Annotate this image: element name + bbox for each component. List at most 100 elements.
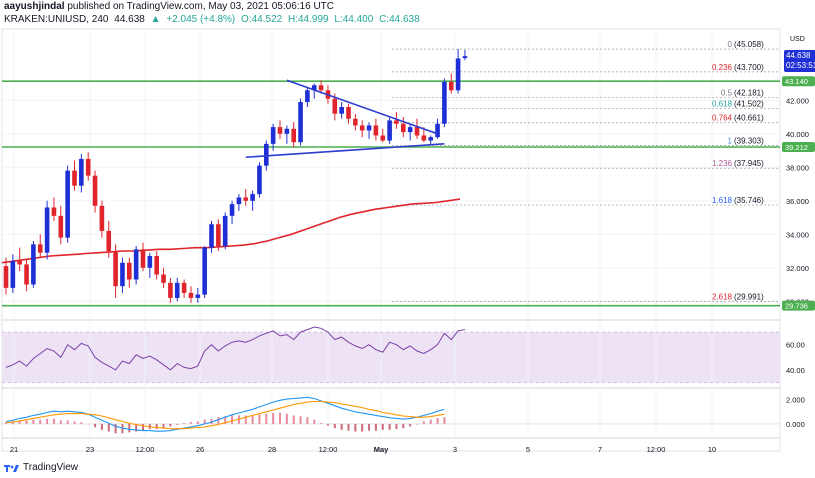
candle-body	[394, 120, 399, 124]
fib-ratio-label: 0.764	[712, 114, 733, 123]
price-tick-label: 32.000	[786, 264, 809, 273]
macd-histogram-bar	[80, 422, 83, 424]
candle-body	[106, 230, 112, 252]
macd-histogram-bar	[285, 413, 288, 424]
candle-body	[353, 118, 358, 126]
candle-body	[298, 102, 303, 143]
rsi-band	[2, 332, 780, 383]
candle-body	[359, 125, 365, 131]
candle-body	[216, 224, 221, 246]
candle-body	[421, 135, 427, 141]
macd-histogram-bar	[292, 415, 295, 424]
price-tick-label: 36.000	[786, 197, 809, 206]
macd-histogram-bar	[354, 423, 357, 432]
fib-price-label: (29.991)	[734, 292, 764, 301]
candle-body	[37, 244, 43, 253]
macd-histogram-bar	[388, 423, 391, 430]
macd-histogram-bar	[87, 423, 90, 425]
macd-tick-label: 2.000	[786, 396, 805, 405]
candle-body	[332, 98, 338, 114]
fib-price-label: (45.058)	[734, 40, 764, 49]
macd-histogram-bar	[422, 421, 425, 424]
macd-histogram-bar	[183, 423, 186, 424]
candle-body	[264, 143, 269, 166]
fib-price-label: (43.700)	[734, 63, 764, 72]
macd-histogram-bar	[73, 421, 76, 424]
candle-body	[17, 261, 22, 265]
author-name[interactable]: aayushjindal	[4, 1, 65, 12]
macd-histogram-bar	[224, 416, 227, 424]
candle-body	[140, 249, 146, 268]
macd-histogram-bar	[402, 423, 405, 429]
candle-body	[92, 175, 98, 206]
candle-body	[387, 120, 392, 141]
macd-histogram-bar	[196, 421, 199, 424]
candle-body	[448, 81, 454, 91]
macd-histogram-bar	[32, 419, 35, 424]
time-tick-label: 28	[268, 445, 276, 454]
tradingview-logo-icon[interactable]	[4, 463, 20, 473]
time-tick-label: 12:00	[319, 445, 338, 454]
time-tick-label: 12:00	[647, 445, 666, 454]
macd-histogram-bar	[94, 423, 97, 428]
candle-body	[3, 266, 9, 288]
fib-price-label: (40.661)	[734, 114, 764, 123]
macd-histogram-bar	[176, 423, 179, 425]
last-price-tag-value: 44.638	[786, 51, 811, 61]
price-change: +2.045 (+4.8%)	[166, 14, 236, 25]
fib-ratio-label: 0.5	[721, 88, 733, 97]
macd-line	[5, 396, 445, 432]
candle-body	[407, 127, 413, 133]
time-axis[interactable]: 21 23 12:00 26 28 12:00 May 3 5 7 12:00 10	[10, 445, 716, 454]
time-tick-label: 3	[453, 445, 457, 454]
candle-body	[79, 158, 84, 186]
candle-body	[10, 261, 16, 288]
candle-body	[373, 125, 379, 136]
fib-ratio-label: 0	[728, 40, 733, 49]
candle-body	[305, 90, 310, 102]
candle-body	[428, 137, 433, 141]
price-tick-label: 40.000	[786, 130, 809, 139]
time-tick-label: 5	[526, 445, 530, 454]
macd-histogram-bar	[416, 423, 418, 425]
last-price: 44.638	[114, 14, 145, 25]
candle-body	[284, 128, 290, 134]
fib-price-label: (41.502)	[734, 100, 764, 109]
candle-body	[120, 262, 125, 287]
candle-body	[401, 123, 406, 133]
time-tick-label: 21	[10, 445, 18, 454]
candle-body	[181, 282, 187, 293]
fib-ratio-label: 1.618	[712, 196, 733, 205]
level-tag-resistance	[782, 76, 815, 87]
macd-histogram-bar	[217, 417, 220, 424]
footer-brand[interactable]: TradingView	[23, 462, 79, 473]
candle-body	[188, 292, 194, 298]
chart-header: aayushjindal published on TradingView.co…	[0, 0, 815, 28]
macd-histogram-bar	[5, 422, 7, 424]
candle-body	[339, 107, 344, 114]
candle-body	[51, 207, 57, 216]
candle-body	[99, 205, 105, 231]
symbol-name[interactable]: KRAKEN:UNIUSD, 240	[4, 14, 109, 25]
price-axis[interactable]: 30.00032.00034.00036.00038.00040.00042.0…	[782, 76, 815, 429]
fibonacci-levels: 0 (45.058) 0.236 (43.700) 0.5 (42.181)0.618 (4…	[392, 40, 780, 302]
candle-body	[133, 249, 139, 280]
candle-body	[147, 256, 153, 268]
macd-histogram-bar	[25, 420, 28, 424]
macd-histogram-bar	[18, 420, 21, 424]
macd-histogram-bar	[244, 415, 247, 424]
macd-histogram-bar	[299, 416, 302, 424]
macd-histogram-bar	[142, 423, 144, 431]
rsi-layer	[2, 326, 780, 383]
sma-100-line	[1, 198, 461, 264]
candle-body	[442, 81, 447, 124]
footer: TradingView	[4, 462, 78, 473]
candle-body	[318, 85, 324, 91]
macd-histogram-bar	[114, 423, 117, 434]
macd-histogram-bar	[135, 423, 138, 432]
macd-histogram-bar	[306, 417, 309, 424]
macd-histogram-bar	[409, 423, 412, 427]
fib-price-label: (37.945)	[734, 159, 764, 168]
macd-histogram-bar	[169, 423, 172, 427]
